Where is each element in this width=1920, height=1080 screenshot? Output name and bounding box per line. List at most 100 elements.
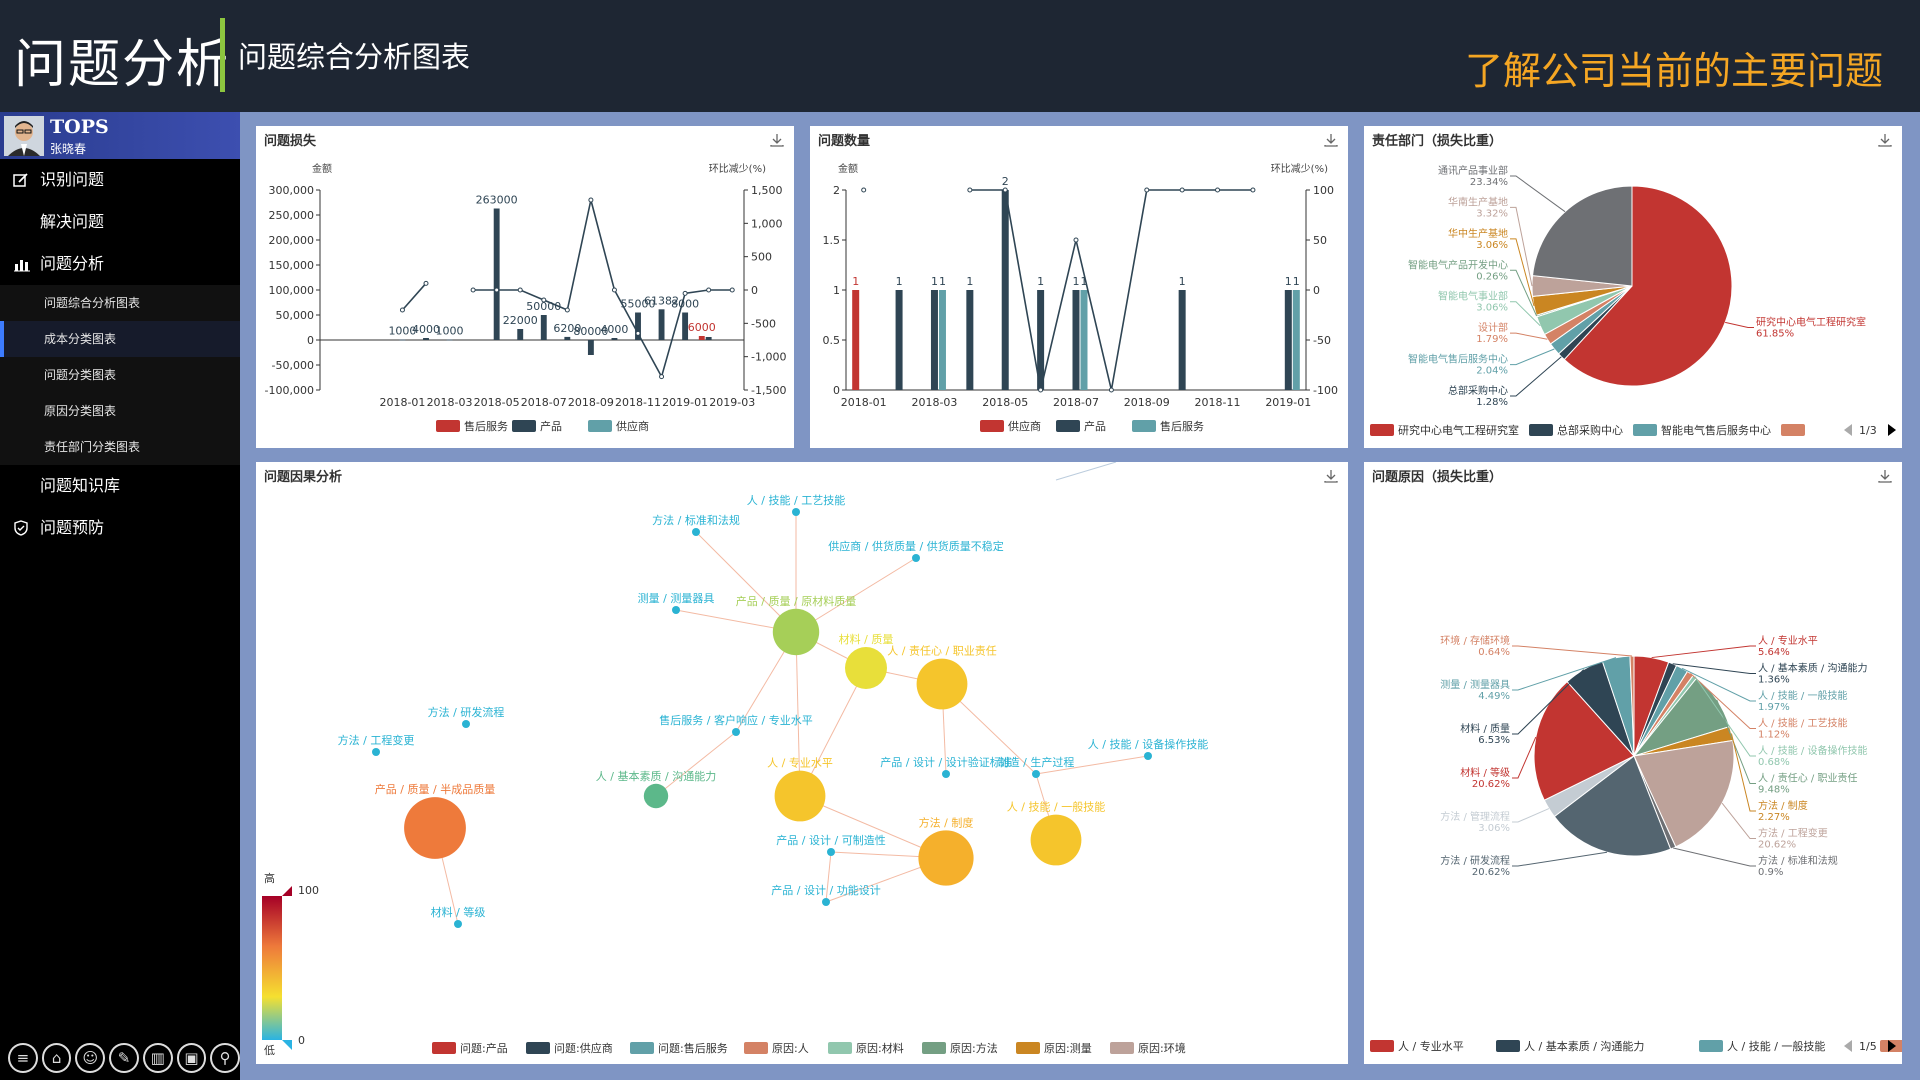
pie-percent-label: 1.79% <box>1476 334 1508 345</box>
download-icon[interactable] <box>1878 468 1892 483</box>
bar <box>564 336 571 340</box>
bar-data-label: 1 <box>1081 275 1088 288</box>
panel-dept-loss: 责任部门（损失比重） 研究中心电气工程研究室 61.85% 通讯产品事业部 23.34… <box>1364 126 1902 448</box>
user-icon[interactable]: ☺ <box>75 1043 106 1073</box>
legend-label: 原因:人 <box>772 1042 809 1055</box>
pie-percent-label: 4.49% <box>1478 691 1510 702</box>
pie-percent-label: 3.06% <box>1476 240 1508 251</box>
line-point <box>706 287 712 293</box>
legend-swatch <box>526 1042 550 1054</box>
menu-problem-analysis[interactable]: 问题分析 <box>0 243 240 285</box>
pie-label: 研究中心电气工程研究室 <box>1756 315 1866 328</box>
pie-leader-line <box>1512 669 1585 735</box>
legend-swatch <box>630 1042 654 1054</box>
submenu-cost-charts[interactable]: 成本分类图表 <box>0 321 240 357</box>
legend-swatch <box>1699 1040 1723 1052</box>
visual-map-handle-top <box>282 886 292 896</box>
graph-node-label: 人 / 基本素质 / 沟通能力 <box>596 769 716 783</box>
graph-node-label: 人 / 责任心 / 职业责任 <box>887 645 996 658</box>
legend-swatch <box>1110 1042 1134 1054</box>
y2-tick-label: 500 <box>751 251 772 264</box>
graph-node <box>404 797 466 859</box>
legend-swatch <box>1056 420 1080 432</box>
menu-solve-problem[interactable]: 解决问题 <box>0 201 240 243</box>
y-tick-label: 50,000 <box>276 309 315 322</box>
graph-node <box>643 783 669 809</box>
line-point <box>494 287 500 293</box>
pen-icon[interactable]: ✎ <box>109 1043 139 1073</box>
graph-node-label: 人 / 技能 / 工艺技能 <box>747 493 845 507</box>
menu-label: 问题预防 <box>40 518 105 537</box>
bar <box>852 290 860 390</box>
line-point <box>541 297 547 303</box>
home-icon[interactable]: ⌂ <box>41 1043 72 1073</box>
y2-tick-label: -100 <box>1313 384 1338 397</box>
y-tick-label: 300,000 <box>269 184 315 197</box>
panel-reason-loss: 问题原因（损失比重） 人 / 专业水平 5.64% 人 / 基本素质 / 沟通能力 1… <box>1364 462 1902 1064</box>
legend-swatch <box>744 1042 768 1054</box>
submenu-comprehensive-charts[interactable]: 问题综合分析图表 <box>0 285 240 321</box>
user-profile[interactable]: TOPS 张晓春 <box>0 112 240 159</box>
pie-slice <box>1531 185 1633 287</box>
bar <box>611 338 618 340</box>
graph-node <box>942 770 950 778</box>
pie-percent-label: 2.27% <box>1758 812 1790 823</box>
bar <box>705 337 712 340</box>
bar-data-label: 1 <box>1037 275 1044 288</box>
graph-node <box>916 658 968 710</box>
download-icon[interactable] <box>770 132 784 147</box>
line-point <box>635 330 641 336</box>
chart-count: 金额 环比减少(%) 2 1.5 1 0.5 0 100 50 0 -50 -100 2018-01 20… <box>823 162 1338 433</box>
bar <box>423 338 429 340</box>
line-point <box>399 307 405 313</box>
submenu-reason-charts[interactable]: 原因分类图表 <box>0 393 240 429</box>
legend-label: 产品 <box>540 419 562 433</box>
download-icon[interactable] <box>1324 132 1338 147</box>
submenu-problem-charts[interactable]: 问题分类图表 <box>0 357 240 393</box>
submenu-dept-charts[interactable]: 责任部门分类图表 <box>0 429 240 465</box>
bar-data-label: 1000 <box>436 325 464 338</box>
y2-tick-label: 50 <box>1313 234 1327 247</box>
download-icon[interactable] <box>1878 132 1892 147</box>
bar <box>895 290 903 390</box>
window-icon[interactable]: ▣ <box>176 1043 207 1073</box>
graph-node-label: 供应商 / 供货质量 / 供货质量不稳定 <box>828 539 1003 553</box>
panel-title: 责任部门（损失比重） <box>1372 134 1503 149</box>
graph-node-label: 测量 / 测量器具 <box>638 592 715 605</box>
pie-slice <box>1633 739 1735 848</box>
download-icon[interactable] <box>1324 468 1338 483</box>
chart-icon[interactable]: ▥ <box>142 1043 173 1073</box>
x-tick-label: 2019-01 <box>662 396 708 409</box>
menu-icon[interactable]: ≡ <box>8 1043 38 1073</box>
bar-data-label: 80000 <box>573 325 608 338</box>
pie-label: 材料 / 等级 <box>1460 766 1510 779</box>
graph-node <box>827 848 835 856</box>
legend-swatch <box>1496 1040 1520 1052</box>
graph-node <box>845 647 887 689</box>
search-icon[interactable]: ⚲ <box>210 1043 241 1073</box>
pie-label: 人 / 专业水平 <box>1758 634 1818 647</box>
series-line <box>473 199 733 379</box>
line-point <box>564 307 570 313</box>
pie-leader-line <box>1725 321 1754 328</box>
y-tick-label: 100,000 <box>269 284 315 297</box>
pie-label: 方法 / 管理流程 <box>1440 810 1510 823</box>
bar-data-label: 1 <box>1073 275 1080 288</box>
menu-identify-problem[interactable]: 识别问题 <box>0 159 240 201</box>
menu-knowledge-base[interactable]: 问题知识库 <box>0 465 240 507</box>
header-slogan: 了解公司当前的主要问题 <box>1464 49 1883 93</box>
line-point <box>470 287 476 293</box>
pie-leader-line <box>1651 645 1756 659</box>
x-tick-label: 2018-03 <box>911 396 957 409</box>
bar <box>938 290 946 390</box>
pie-leader-line <box>1512 657 1617 691</box>
legend-next-icon <box>1888 424 1896 436</box>
legend-swatch <box>1016 1042 1040 1054</box>
menu-problem-prevention[interactable]: 问题预防 <box>0 507 240 549</box>
pie-percent-label: 9.48% <box>1758 785 1790 796</box>
pie-label: 测量 / 测量器具 <box>1440 678 1510 691</box>
y2-tick-label: 100 <box>1313 184 1334 197</box>
bar <box>1178 290 1186 390</box>
panel-title: 问题损失 <box>264 134 317 149</box>
